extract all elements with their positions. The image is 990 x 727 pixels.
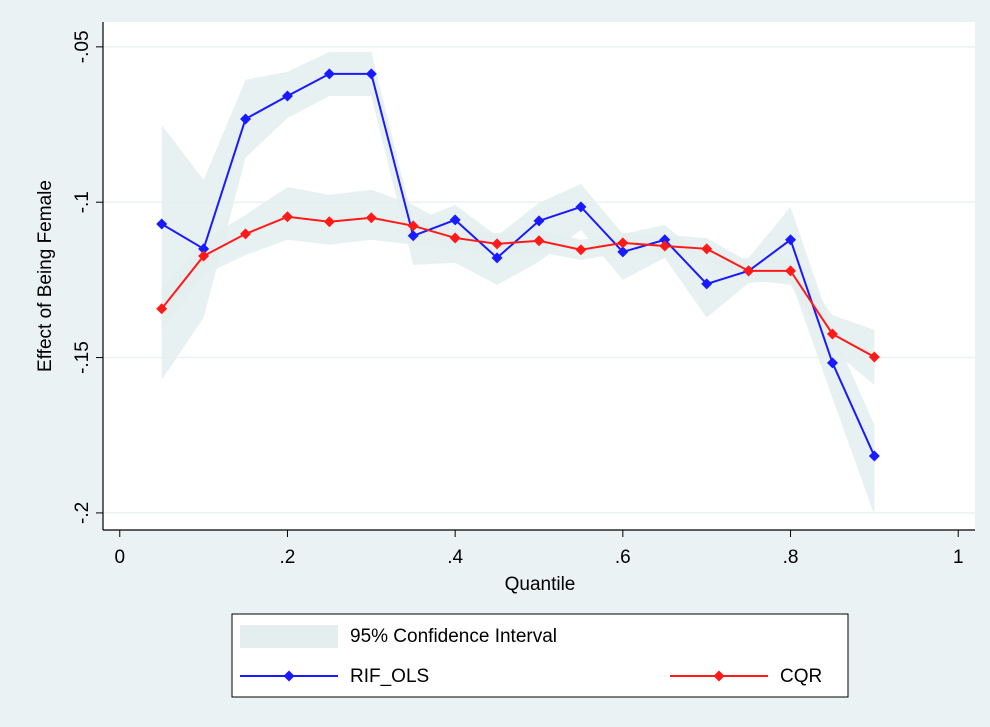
y-tick-label: -.2: [72, 502, 93, 524]
data-point: [701, 278, 713, 290]
data-point: [323, 68, 335, 80]
data-point: [826, 328, 838, 340]
data-point: [785, 265, 797, 277]
data-point: [365, 68, 377, 80]
x-tick-label: 1: [953, 547, 964, 568]
y-tick-label: -.05: [72, 30, 93, 63]
y-axis-title: Effect of Being Female: [35, 180, 56, 372]
x-axis-title: Quantile: [505, 574, 576, 595]
x-tick-label: 0: [114, 547, 125, 568]
legend-label: CQR: [780, 666, 822, 687]
data-point: [281, 211, 293, 223]
data-point: [449, 214, 461, 226]
legend-marker: [283, 670, 295, 682]
data-point: [533, 235, 545, 247]
confidence-band: [161, 186, 875, 385]
x-tick-label: .6: [615, 547, 631, 568]
plot-area: [103, 22, 975, 530]
data-point: [156, 303, 168, 315]
data-point: [198, 243, 210, 255]
data-point: [156, 218, 168, 230]
legend-marker: [713, 670, 725, 682]
y-tick-label: -.1: [72, 191, 93, 213]
x-tick-label: .4: [447, 547, 463, 568]
data-point: [491, 238, 503, 250]
data-point: [868, 450, 880, 462]
data-point: [659, 234, 671, 246]
data-point: [743, 265, 755, 277]
data-point: [407, 230, 419, 242]
series-line: [161, 72, 876, 457]
series-line: [160, 215, 875, 358]
data-point: [365, 212, 377, 224]
data-point: [449, 232, 461, 244]
data-point: [659, 240, 671, 252]
legend-label: RIF_OLS: [350, 666, 429, 687]
confidence-band: [161, 51, 875, 516]
x-tick-label: .8: [783, 547, 799, 568]
x-tick-label: .2: [280, 547, 296, 568]
data-point: [701, 243, 713, 255]
data-point: [323, 216, 335, 228]
data-point: [240, 228, 252, 240]
legend-items: 95% Confidence Interval RIF_OLS CQR: [240, 625, 822, 687]
data-point: [826, 357, 838, 369]
y-tick-label: -.15: [72, 341, 93, 374]
data-point: [491, 252, 503, 264]
data-point: [868, 351, 880, 363]
legend-swatch: [240, 625, 338, 648]
data-point: [575, 244, 587, 256]
data-point: [198, 250, 210, 262]
data-point: [281, 90, 293, 102]
data-point: [617, 246, 629, 258]
legend-label: 95% Confidence Interval: [350, 626, 557, 647]
plot: [103, 46, 975, 516]
data-point: [533, 215, 545, 227]
data-point: [240, 113, 252, 125]
data-point: [617, 237, 629, 249]
data-point: [575, 201, 587, 213]
data-point: [407, 220, 419, 232]
data-point: [785, 234, 797, 246]
